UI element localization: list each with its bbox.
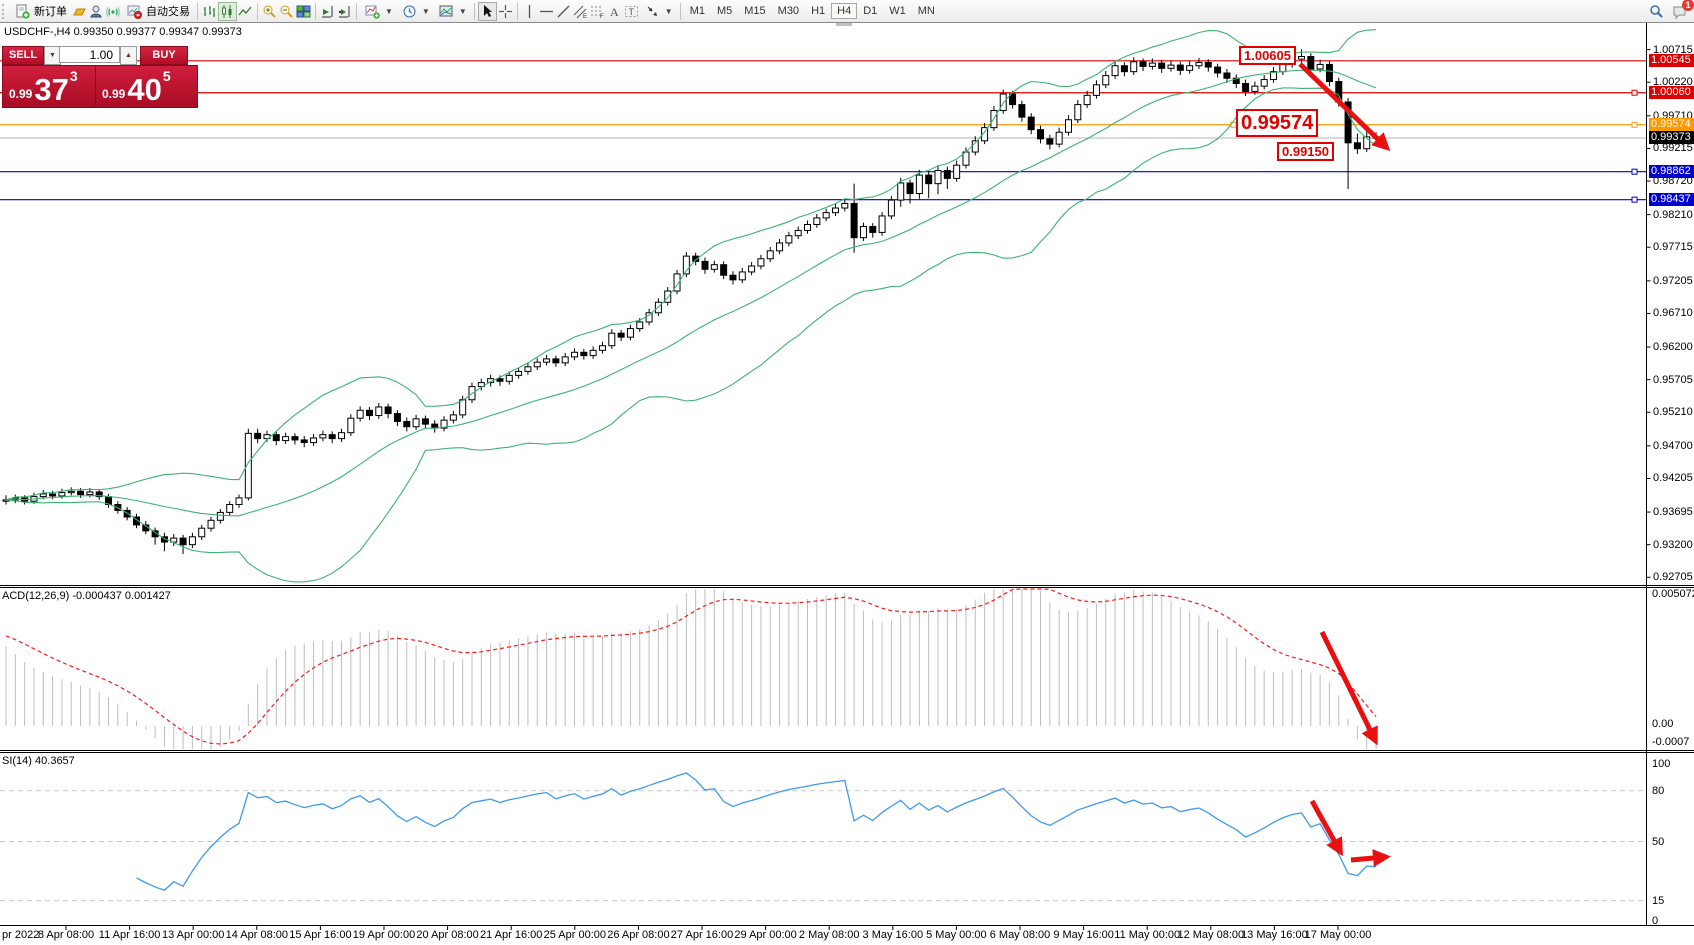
template-chart-icon <box>438 3 455 20</box>
templates-dropdown[interactable]: ▼ <box>434 1 471 21</box>
cursor-tool-icon[interactable] <box>477 1 497 21</box>
signal-icon[interactable] <box>105 3 122 20</box>
timeframe-D1[interactable]: D1 <box>863 5 878 17</box>
sell-price-pips: 37 <box>34 72 69 107</box>
trendline-tool-icon[interactable] <box>555 3 572 20</box>
timeframe-group: M1 M5 M15 M30 H1 H4 D1 W1 MN <box>684 3 941 19</box>
timeframe-H1[interactable]: H1 <box>811 5 826 17</box>
toolbar-separator <box>473 2 475 20</box>
toolbar-separator <box>257 2 258 20</box>
macd-name: ACD(12,26,9) <box>2 590 70 602</box>
toolbar-separator <box>197 2 198 20</box>
candlestick-mode-icon[interactable] <box>218 1 237 21</box>
text-label-tool-icon[interactable]: T <box>623 3 640 20</box>
new-order-label: 新订单 <box>34 6 67 18</box>
sell-price-big-figure: 0.99 <box>9 87 33 101</box>
line-chart-mode-icon[interactable] <box>237 3 254 20</box>
auto-scroll-icon[interactable] <box>319 3 336 20</box>
sell-price-pipette: 3 <box>69 68 78 84</box>
vertical-line-tool-icon[interactable] <box>521 3 538 20</box>
toolbar-separator <box>679 2 681 20</box>
rsi-name: SI(14) <box>2 755 32 767</box>
svg-text:E: E <box>583 14 587 19</box>
buy-price-button[interactable]: 0.99 40 5 <box>95 65 198 108</box>
macd-pane-label: ACD(12,26,9) -0.000437 0.001427 <box>2 590 171 602</box>
toolbar-grip[interactable] <box>2 3 8 19</box>
fibonacci-tool-icon[interactable]: F <box>589 3 606 20</box>
chevron-down-icon: ▼ <box>664 6 673 16</box>
timeframe-M1[interactable]: M1 <box>689 5 705 17</box>
crosshair-tool-icon[interactable] <box>497 3 514 20</box>
new-order-button[interactable]: 新订单 <box>10 1 71 21</box>
horizontal-line-tool-icon[interactable] <box>538 3 555 20</box>
chart-shift-icon[interactable] <box>336 3 353 20</box>
bar-chart-mode-icon[interactable] <box>201 3 218 20</box>
buy-button[interactable]: BUY <box>140 46 188 65</box>
notifications-icon[interactable]: 1 <box>1671 0 1694 20</box>
gold-bar-icon[interactable] <box>71 3 88 20</box>
timeframe-W1[interactable]: W1 <box>889 5 906 17</box>
indicators-dropdown[interactable]: ▼ <box>360 1 397 21</box>
volume-increase-button[interactable]: ▲ <box>120 46 137 65</box>
svg-text:A: A <box>610 5 619 19</box>
timeframe-MN[interactable]: MN <box>917 5 935 17</box>
annotation-support-price[interactable]: 0.99574 <box>1236 109 1319 137</box>
toolbar-separator <box>516 2 518 20</box>
toolbar: 新订单 自动交易 <box>0 0 1694 23</box>
profile-icon[interactable] <box>88 3 105 20</box>
arrows-tool-icon <box>644 3 661 20</box>
rsi-pane-label: SI(14) 40.3657 <box>2 755 75 767</box>
add-indicator-icon <box>364 3 381 20</box>
sell-button[interactable]: SELL <box>2 46 44 65</box>
text-tool-icon[interactable]: A <box>606 3 623 20</box>
search-icon[interactable] <box>1648 3 1665 20</box>
timeframe-M15[interactable]: M15 <box>744 5 766 17</box>
volume-input[interactable]: 1.00 <box>59 46 120 63</box>
annotation-high-price[interactable]: 1.00605 <box>1239 46 1296 65</box>
svg-text:T: T <box>628 7 634 17</box>
auto-trading-label: 自动交易 <box>146 6 190 18</box>
buy-price-pips: 40 <box>127 72 162 107</box>
auto-trading-button[interactable]: 自动交易 <box>122 1 194 21</box>
chevron-down-icon: ▼ <box>421 6 430 16</box>
zoom-in-icon[interactable] <box>261 3 278 20</box>
buy-price-pipette: 5 <box>162 68 171 84</box>
annotation-target-price[interactable]: 0.99150 <box>1277 142 1334 161</box>
periods-dropdown[interactable]: ▼ <box>397 1 434 21</box>
sell-price-button[interactable]: 0.99 37 3 <box>2 65 98 108</box>
timeframe-H4[interactable]: H4 <box>831 3 858 19</box>
timeframe-M5[interactable]: M5 <box>716 5 733 17</box>
auto-trading-icon <box>126 3 143 20</box>
buy-price-big-figure: 0.99 <box>102 87 126 101</box>
rsi-value: 40.3657 <box>35 755 75 767</box>
svg-text:F: F <box>600 14 604 19</box>
chevron-down-icon: ▼ <box>458 6 467 16</box>
toolbar-right: 1 <box>1648 0 1694 20</box>
notification-badge: 1 <box>1682 0 1694 11</box>
toolbar-separator <box>315 2 316 20</box>
tile-windows-icon[interactable] <box>295 3 312 20</box>
timeframe-M30[interactable]: M30 <box>777 5 800 17</box>
equidistant-channel-tool-icon[interactable]: E <box>572 3 589 20</box>
macd-values: -0.000437 0.001427 <box>72 590 171 602</box>
chart-canvas[interactable] <box>0 22 1694 945</box>
arrows-dropdown[interactable]: ▼ <box>640 1 677 21</box>
chevron-down-icon: ▼ <box>385 6 393 16</box>
symbol-ohlc-readout: USDCHF-,H4 0.99350 0.99377 0.99347 0.993… <box>4 26 242 38</box>
zoom-out-icon[interactable] <box>278 3 295 20</box>
new-order-icon <box>14 3 31 20</box>
toolbar-separator <box>356 2 357 20</box>
clock-icon <box>401 3 418 20</box>
